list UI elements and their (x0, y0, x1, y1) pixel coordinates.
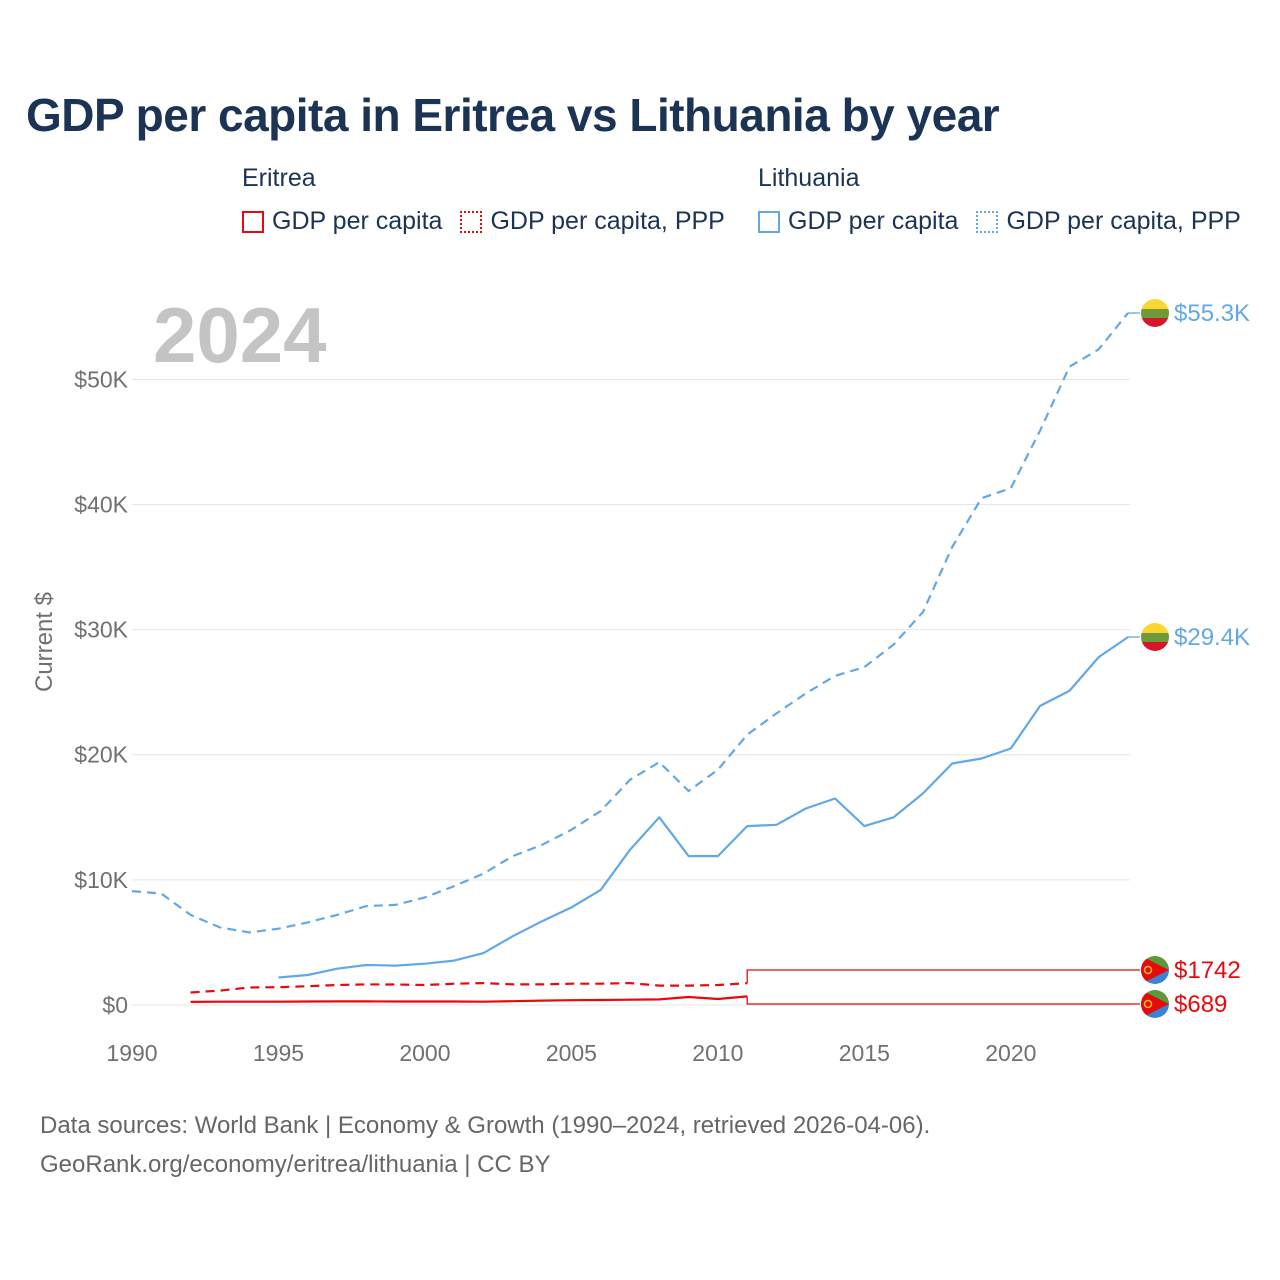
y-tick-label: $20K (74, 742, 128, 768)
x-tick-label: 2020 (985, 1040, 1036, 1066)
series-line-3 (190, 981, 748, 994)
legend-group-name: Lithuania (758, 164, 860, 192)
legend-item-label: GDP per capita (788, 207, 959, 235)
legend-item-lithuania-gdp[interactable]: GDP per capita (758, 207, 958, 236)
end-label-lithuania-gdp: $29.4K (1174, 624, 1250, 651)
y-tick-label: $10K (74, 867, 128, 893)
lithuania-flag-icon (1141, 623, 1169, 651)
legend-item-eritrea-gdp[interactable]: GDP per capita (242, 207, 442, 236)
y-tick-label: $0 (102, 992, 128, 1018)
legend-item-label: GDP per capita, PPP (490, 207, 725, 235)
legend-item-label: GDP per capita, PPP (1006, 207, 1241, 235)
series-line-4 (190, 995, 748, 1003)
footer-sources: Data sources: World Bank | Economy & Gro… (40, 1112, 931, 1139)
end-label-lithuania-ppp: $55.3K (1174, 300, 1250, 327)
legend-group-name: Eritrea (242, 164, 316, 192)
end-label-connectors (746, 312, 1140, 1005)
series-line-1 (131, 312, 1129, 934)
x-axis-ticks: 1990 1995 2000 2005 2010 2015 2020 (106, 1040, 1036, 1066)
legend-swatch-solid (242, 210, 264, 233)
end-label-eritrea-gdp: $689 (1174, 991, 1227, 1018)
y-tick-label: $30K (74, 617, 128, 643)
x-tick-label: 2000 (399, 1040, 450, 1066)
year-watermark: 2024 (153, 291, 327, 379)
x-tick-label: 1990 (106, 1040, 157, 1066)
chart-title: GDP per capita in Eritrea vs Lithuania b… (26, 89, 1000, 141)
x-tick-label: 1995 (253, 1040, 304, 1066)
footer: Data sources: World Bank | Economy & Gro… (40, 1106, 930, 1184)
lithuania-flag-icon (1141, 299, 1169, 327)
legend-swatch-dotted (460, 210, 483, 233)
eritrea-flag-icon (1141, 990, 1169, 1018)
legend-group-lithuania: Lithuania GDP per capita GDP per capita,… (758, 164, 1241, 236)
end-label-eritrea-ppp: $1742 (1174, 957, 1241, 984)
legend-item-eritrea-gdp-ppp[interactable]: GDP per capita, PPP (460, 207, 725, 236)
x-tick-label: 2005 (546, 1040, 597, 1066)
legend-swatch-solid (758, 210, 780, 233)
x-tick-label: 2010 (692, 1040, 743, 1066)
y-axis-ticks: $0 $10K $20K $30K $40K $50K (74, 366, 128, 1018)
y-axis-label: Current $ (31, 592, 58, 692)
series-line-2 (278, 636, 1129, 979)
footer-attribution: GeoRank.org/economy/eritrea/lithuania | … (40, 1151, 551, 1178)
grid-lines (132, 378, 1130, 1006)
series-lines (131, 312, 1129, 1003)
y-tick-label: $40K (74, 491, 128, 517)
legend-item-lithuania-gdp-ppp[interactable]: GDP per capita, PPP (976, 207, 1241, 236)
y-tick-label: $50K (74, 366, 128, 392)
eritrea-flag-icon (1141, 956, 1169, 984)
x-tick-label: 2015 (839, 1040, 890, 1066)
connector-line (746, 969, 1140, 984)
legend-group-eritrea: Eritrea GDP per capita GDP per capita, P… (242, 164, 725, 236)
connector-line (746, 996, 1140, 1005)
legend-item-label: GDP per capita (272, 207, 443, 235)
legend-swatch-dotted (976, 210, 999, 233)
